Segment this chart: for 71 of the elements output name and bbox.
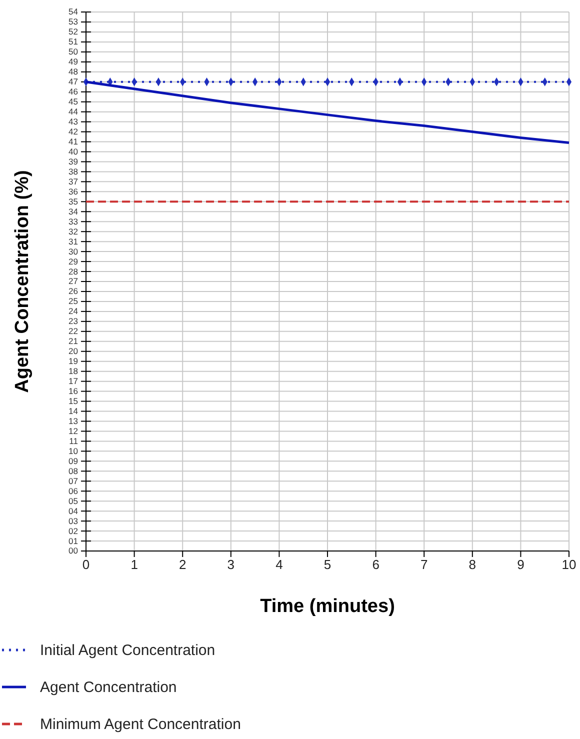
y-tick-label: 09 <box>68 456 78 466</box>
y-tick-label: 18 <box>68 366 78 376</box>
y-tick-label: 28 <box>68 266 78 276</box>
y-tick-label: 22 <box>68 326 78 336</box>
y-tick-label: 07 <box>68 476 78 486</box>
y-tick-label: 45 <box>68 96 78 107</box>
y-tick-label: 47 <box>68 76 78 87</box>
x-tick-label: 3 <box>227 557 235 572</box>
y-tick-label: 21 <box>68 336 78 346</box>
x-tick-label: 0 <box>82 557 90 572</box>
x-tick-label: 9 <box>517 557 524 572</box>
y-tick-label: 19 <box>68 356 78 366</box>
y-tick-label: 15 <box>68 396 78 406</box>
y-tick-label: 30 <box>68 246 78 256</box>
y-tick-label: 37 <box>68 176 78 186</box>
x-tick-label: 1 <box>130 557 138 572</box>
y-tick-label: 44 <box>68 106 78 117</box>
y-tick-label: 05 <box>68 496 78 506</box>
y-tick-label: 38 <box>68 166 78 176</box>
y-tick-label: 13 <box>68 416 78 426</box>
y-tick-label: 26 <box>68 286 78 296</box>
y-tick-label: 48 <box>68 66 78 77</box>
x-tick-label: 6 <box>372 557 380 572</box>
y-tick-label: 20 <box>68 346 78 356</box>
y-tick-label: 32 <box>68 226 78 236</box>
x-axis-title: Time (minutes) <box>260 596 395 617</box>
legend-label: Agent Concentration <box>40 679 177 696</box>
y-tick-label: 16 <box>68 386 78 396</box>
y-tick-label: 17 <box>68 376 78 386</box>
x-tick-label: 7 <box>420 557 428 572</box>
y-tick-label: 06 <box>68 486 78 496</box>
y-tick-label: 27 <box>68 276 78 286</box>
y-tick-label: 23 <box>68 316 78 326</box>
y-tick-label: 40 <box>68 146 78 156</box>
y-tick-label: 35 <box>68 196 78 206</box>
y-tick-label: 52 <box>68 26 78 37</box>
y-tick-label: 14 <box>68 406 78 416</box>
y-tick-label: 36 <box>68 186 78 196</box>
y-tick-label: 24 <box>68 306 78 316</box>
y-tick-label: 50 <box>68 46 78 57</box>
y-tick-label: 00 <box>68 546 78 556</box>
y-tick-label: 53 <box>68 16 78 27</box>
y-tick-label: 04 <box>68 506 78 516</box>
y-tick-label: 11 <box>69 436 78 446</box>
x-tick-label: 2 <box>178 557 186 572</box>
y-tick-label: 43 <box>68 116 78 127</box>
y-tick-label: 31 <box>68 236 78 246</box>
y-tick-label: 42 <box>68 126 78 136</box>
y-tick-label: 25 <box>68 296 78 306</box>
y-tick-label: 51 <box>68 36 78 47</box>
y-tick-label: 03 <box>68 516 78 526</box>
legend-label: Initial Agent Concentration <box>40 642 216 659</box>
y-tick-label: 02 <box>68 526 78 536</box>
y-tick-label: 29 <box>68 256 78 266</box>
y-axis-title: Agent Concentration (%) <box>12 170 33 393</box>
y-tick-label: 54 <box>68 6 78 17</box>
x-tick-label: 5 <box>324 557 332 572</box>
y-tick-label: 10 <box>68 446 78 456</box>
y-tick-label: 41 <box>68 136 78 146</box>
legend-label: Minimum Agent Concentration <box>40 716 241 733</box>
y-tick-label: 46 <box>68 86 78 97</box>
y-tick-label: 08 <box>68 466 78 476</box>
y-tick-label: 12 <box>68 426 78 436</box>
y-tick-label: 39 <box>68 156 78 166</box>
y-tick-label: 49 <box>68 56 78 67</box>
x-tick-label: 10 <box>562 557 576 572</box>
x-tick-label: 8 <box>468 557 476 572</box>
y-tick-label: 34 <box>68 206 78 216</box>
y-tick-label: 33 <box>68 216 78 226</box>
x-tick-label: 4 <box>276 557 283 572</box>
y-tick-label: 01 <box>68 536 78 546</box>
